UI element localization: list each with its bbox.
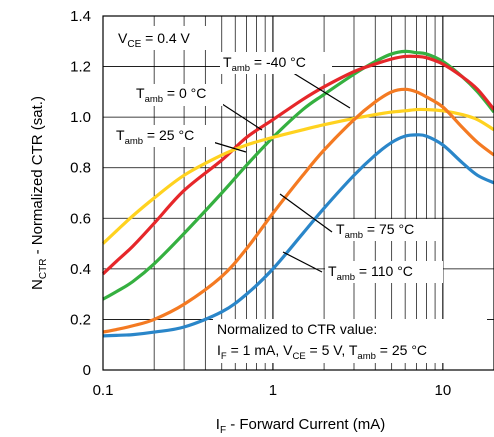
series-label: Tamb = 25 °C [116,127,194,147]
y-tick-label: 0.8 [70,160,91,177]
y-axis-label: NCTR - Normalized CTR (sat.) [29,96,49,290]
series-label-bg [333,219,437,241]
series-line-25c [101,107,494,245]
x-tick-label: 10 [435,382,452,399]
series-line-75c [102,87,494,334]
grid [103,16,494,370]
x-tick-label: 1 [269,382,277,399]
condition-bg [113,26,211,50]
series-line--40c [102,49,494,301]
y-tick-label: 1.2 [70,59,91,76]
leader-line [289,70,351,109]
series-label-bg [113,125,215,147]
annotations: VCE = 0.4 V Tamb = -40 °C Tamb = 0 °C Tamb … [113,26,487,363]
series-label-bg [133,84,223,106]
series-label-bg [220,52,332,74]
y-tick-label: 0.6 [70,210,91,227]
tick-labels: 0 0.2 0.4 0.6 0.8 1.0 1.2 1.4 0.1 1 10 [70,8,451,399]
y-tick-label: 1.4 [70,8,91,25]
series-label: Tamb = 75 °C [336,221,414,241]
leader-line [282,251,323,273]
plot-frame [102,15,494,371]
y-tick-label: 1.0 [70,109,91,126]
leader-line [279,193,333,233]
note-line-2: IF = 1 mA, VCE = 5 V, Tamb = 25 °C [217,342,427,362]
series-line-110c [102,133,494,338]
series-label: Tamb = 110 °C [328,263,413,283]
leader-line [215,99,263,131]
y-tick-label: 0.4 [70,261,91,278]
condition-label: VCE = 0.4 V [118,30,191,50]
series-label-bg [325,261,443,283]
x-tick-label: 0.1 [93,382,114,399]
series-label: Tamb = -40 °C [223,54,306,74]
note-bg [213,319,487,363]
y-tick-label: 0 [83,362,91,379]
note-line-1: Normalized to CTR value: [217,321,377,337]
series-lines [101,49,494,338]
series-line-0c [101,54,494,276]
x-axis-label: IF - Forward Current (mA) [216,416,385,436]
series-label: Tamb = 0 °C [136,85,206,105]
y-tick-label: 0.2 [70,311,91,328]
